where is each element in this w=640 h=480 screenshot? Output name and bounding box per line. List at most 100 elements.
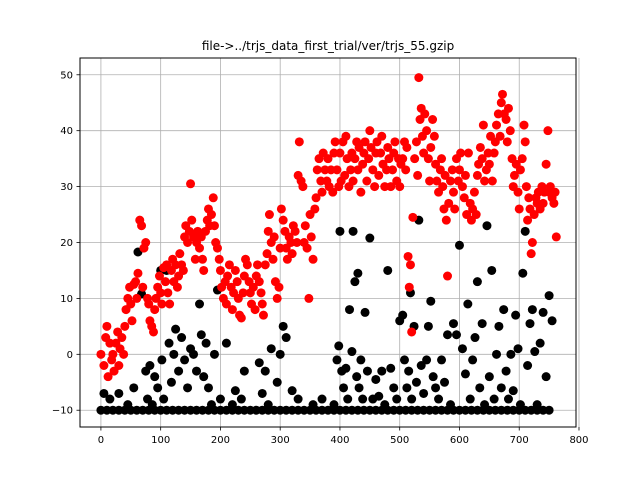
black-data-point xyxy=(263,400,273,410)
red-data-point xyxy=(208,193,218,203)
red-data-point xyxy=(260,260,270,270)
red-data-point xyxy=(492,120,502,130)
red-data-point xyxy=(426,142,436,152)
red-data-point xyxy=(401,165,411,175)
red-data-point xyxy=(429,131,439,141)
red-data-point xyxy=(340,170,350,180)
black-data-point xyxy=(422,355,432,365)
black-data-point xyxy=(353,268,363,278)
y-tick-label: 10 xyxy=(60,294,73,305)
red-data-point xyxy=(517,154,527,164)
black-data-point xyxy=(437,355,447,365)
black-data-point xyxy=(508,386,518,396)
red-data-point xyxy=(154,271,164,281)
red-data-point xyxy=(463,148,473,158)
black-data-point xyxy=(203,383,213,393)
red-data-point xyxy=(411,137,421,147)
black-data-point xyxy=(380,400,390,410)
red-data-point xyxy=(422,126,432,136)
red-data-point xyxy=(364,154,374,164)
black-data-point xyxy=(503,394,513,404)
red-data-point xyxy=(290,226,300,236)
red-data-point xyxy=(214,254,224,264)
black-data-point xyxy=(468,355,478,365)
black-data-point xyxy=(174,366,184,376)
red-data-point xyxy=(114,361,124,370)
red-data-point xyxy=(348,176,358,186)
red-data-point xyxy=(99,361,109,370)
red-data-point xyxy=(541,159,551,169)
red-data-point xyxy=(209,221,219,231)
red-data-point xyxy=(440,170,450,180)
black-data-point xyxy=(428,372,438,382)
black-data-point xyxy=(374,391,384,401)
red-data-point xyxy=(489,148,499,158)
red-data-point xyxy=(438,182,448,192)
black-data-point xyxy=(377,366,387,376)
red-data-point xyxy=(103,372,113,382)
red-data-point xyxy=(232,277,242,287)
red-data-point xyxy=(117,333,127,343)
red-data-point xyxy=(206,210,216,220)
black-data-point xyxy=(492,349,502,359)
black-data-point xyxy=(404,366,414,376)
red-data-point xyxy=(370,182,380,192)
black-data-point xyxy=(544,291,554,301)
black-data-point xyxy=(423,321,433,331)
black-data-point xyxy=(341,363,351,373)
red-data-point xyxy=(509,170,519,180)
red-data-point xyxy=(496,98,506,108)
black-data-point xyxy=(348,226,358,236)
black-data-point xyxy=(343,394,353,404)
black-data-point xyxy=(129,383,139,393)
black-data-point xyxy=(287,386,297,396)
red-data-point xyxy=(425,176,435,186)
black-data-point xyxy=(206,400,216,410)
red-data-point xyxy=(268,254,278,264)
red-data-point xyxy=(300,221,310,231)
red-data-point xyxy=(390,137,400,147)
red-data-point xyxy=(388,165,398,175)
red-data-point xyxy=(460,170,470,180)
black-data-point xyxy=(518,268,528,278)
black-data-point xyxy=(329,400,339,410)
y-tick-label: 30 xyxy=(60,182,73,193)
red-data-point xyxy=(312,165,322,175)
red-data-point xyxy=(526,249,536,259)
black-data-point xyxy=(189,349,199,359)
red-data-point xyxy=(428,115,438,124)
black-data-point xyxy=(457,344,467,354)
y-tick-label: 50 xyxy=(60,70,73,81)
black-data-point xyxy=(201,338,211,348)
red-data-point xyxy=(230,265,240,275)
black-data-point xyxy=(354,383,364,393)
black-data-point xyxy=(195,299,205,309)
red-data-point xyxy=(150,305,160,315)
black-data-point xyxy=(513,344,523,354)
red-data-point xyxy=(447,165,457,175)
black-data-point xyxy=(153,383,163,393)
red-data-point xyxy=(374,170,384,180)
red-data-point xyxy=(408,212,418,222)
red-data-point xyxy=(272,293,282,303)
red-data-point xyxy=(131,277,141,287)
red-data-point xyxy=(448,187,458,197)
red-data-point xyxy=(190,254,200,264)
red-data-point xyxy=(432,176,442,186)
black-data-point xyxy=(275,349,285,359)
black-data-point xyxy=(392,394,402,404)
black-data-point xyxy=(360,307,370,317)
red-data-point xyxy=(471,210,481,220)
red-data-point xyxy=(163,288,173,298)
red-data-point xyxy=(377,131,387,141)
black-data-point xyxy=(356,355,366,365)
red-data-point xyxy=(310,204,320,214)
red-data-point xyxy=(195,243,205,253)
red-data-point xyxy=(386,182,396,192)
red-data-point xyxy=(362,176,372,186)
red-data-point xyxy=(513,187,523,197)
black-data-point xyxy=(472,277,482,287)
axis-ticks: 0 100 200 300 400 500 600 700 800 −10 0 10 20 30 40 50 xyxy=(52,70,589,446)
black-data-point xyxy=(123,400,133,410)
red-data-point xyxy=(269,232,279,242)
